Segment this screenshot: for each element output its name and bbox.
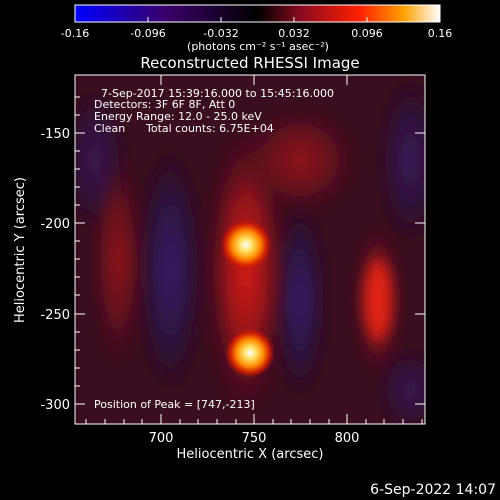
colorbar-tick-label: -0.096	[130, 27, 165, 40]
x-axis-ticks	[85, 75, 423, 424]
timestamp: 6-Sep-2022 14:07	[370, 482, 496, 498]
colorbar-tick-label: 0.16	[428, 27, 453, 40]
y-axis-label: Heliocentric Y (arcsec)	[13, 177, 28, 323]
x-tick-label: 800	[335, 431, 360, 446]
chart-title: Reconstructed RHESSI Image	[140, 54, 359, 72]
heatmap-image	[75, 75, 425, 424]
colorbar-units: (photons cm⁻² s⁻¹ asec⁻²)	[187, 40, 329, 53]
y-tick-label: -150	[40, 127, 70, 142]
total-counts-annotation: Total counts: 6.75E+04	[145, 122, 274, 135]
y-tick-label: -200	[40, 217, 70, 232]
clean-annotation: Clean	[94, 122, 125, 135]
colorbar-tick-label: 0.032	[278, 27, 310, 40]
x-tick-label: 750	[242, 431, 267, 446]
x-tick-label: 700	[149, 431, 174, 446]
colorbar-tick-label: 0.096	[351, 27, 383, 40]
plot-frame	[74, 74, 426, 425]
colorbar-tick-label: -0.032	[203, 27, 238, 40]
source-peak-2	[225, 328, 275, 378]
time-range-annotation: 7-Sep-2017 15:39:16.000 to 15:45:16.000	[101, 87, 334, 100]
colorbar-ticks	[74, 17, 441, 22]
negative-band	[138, 150, 202, 390]
y-axis-ticks	[75, 96, 425, 405]
colorbar	[74, 4, 441, 23]
y-tick-label: -300	[40, 398, 70, 413]
y-tick-label: -250	[40, 308, 70, 323]
colorbar-tick-label: -0.16	[61, 27, 89, 40]
x-axis-label: Heliocentric X (arcsec)	[177, 447, 324, 462]
detectors-annotation: Detectors: 3F 6F 8F, Att 0	[94, 98, 235, 111]
peak-position-annotation: Position of Peak = [747,-213]	[94, 398, 255, 411]
energy-range-annotation: Energy Range: 12.0 - 25.0 keV	[94, 110, 262, 123]
source-peak-1	[220, 219, 272, 271]
